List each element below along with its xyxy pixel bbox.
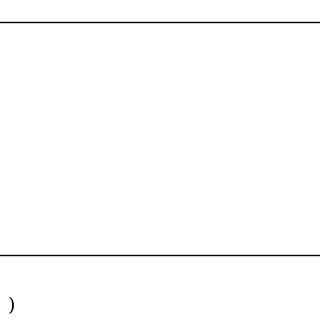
Text: ): ) <box>8 297 15 315</box>
